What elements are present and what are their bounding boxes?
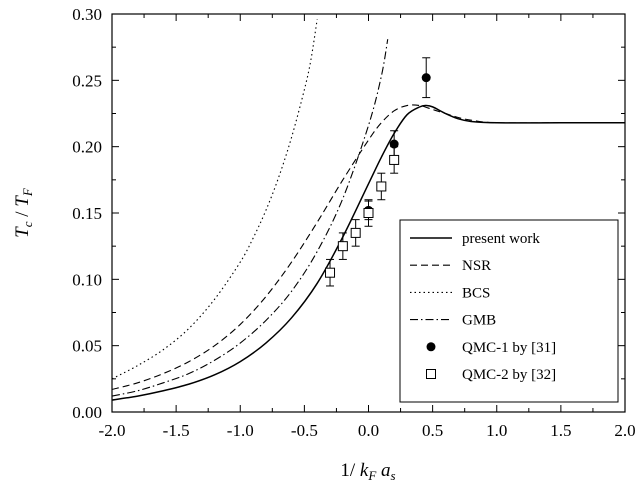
legend-label: NSR: [462, 258, 491, 274]
legend-label: BCS: [462, 285, 490, 301]
y-tick-labels: 0.00 0.05 0.10 0.15 0.20 0.25 0.30: [72, 5, 102, 422]
x-tick-label: 1.5: [550, 421, 571, 440]
data-point: [337, 232, 348, 260]
marker-open-square: [325, 267, 336, 278]
y-tick-label: 0.20: [72, 138, 102, 157]
marker-open-square: [363, 208, 374, 218]
marker-open-square: [337, 241, 348, 252]
y-tick-label: 0.15: [72, 204, 102, 223]
marker-open-square: [350, 227, 361, 238]
legend-label: QMC-1 by [31]: [462, 340, 556, 356]
x-tick-label: 0.5: [422, 421, 443, 440]
points-layer: [325, 57, 431, 287]
y-tick-label: 0.05: [72, 337, 102, 356]
legend-marker: [426, 342, 436, 352]
data-point: [350, 219, 361, 247]
axis-ticks: [111, 13, 626, 413]
marker-open-square: [376, 181, 387, 192]
legend-label: GMB: [462, 313, 496, 329]
legend-box: [399, 219, 619, 403]
legend-label: QMC-2 by [32]: [462, 367, 556, 383]
marker-open-square: [389, 154, 400, 165]
legend: present work NSR BCS GMB QMC-1 by [31] QMC-2 …: [399, 219, 619, 403]
series-line-bcs: [112, 19, 318, 380]
x-tick-label: 2.0: [614, 421, 635, 440]
data-point: [325, 258, 336, 287]
x-tick-label: -1.5: [163, 421, 190, 440]
data-point: [363, 199, 374, 227]
data-point: [376, 172, 387, 201]
data-point: [421, 57, 431, 99]
y-axis-label: Tc / TF: [12, 187, 35, 238]
y-tick-label: 0.00: [72, 403, 102, 422]
x-tick-label: -1.0: [227, 421, 254, 440]
x-tick-label: -0.5: [291, 421, 318, 440]
legend-label: present work: [462, 231, 540, 247]
marker-filled-circle: [421, 73, 431, 83]
x-tick-labels: -2.0 -1.5 -1.0 -0.5 0.0 0.5 1.0 1.5 2.0: [99, 421, 636, 440]
series-line-nsr: [112, 104, 625, 390]
y-tick-label: 0.30: [72, 5, 102, 24]
series-line-gmb: [112, 39, 389, 397]
series-layer: [112, 19, 625, 401]
y-tick-label: 0.25: [72, 71, 102, 90]
x-tick-label: -2.0: [99, 421, 126, 440]
data-point: [389, 146, 400, 174]
legend-marker: [426, 369, 436, 379]
x-axis-label: 1/ kF as: [340, 460, 395, 483]
x-tick-label: 1.0: [486, 421, 507, 440]
y-tick-label: 0.10: [72, 270, 102, 289]
x-tick-label: 0.0: [358, 421, 379, 440]
series-line-present-work: [112, 104, 625, 401]
